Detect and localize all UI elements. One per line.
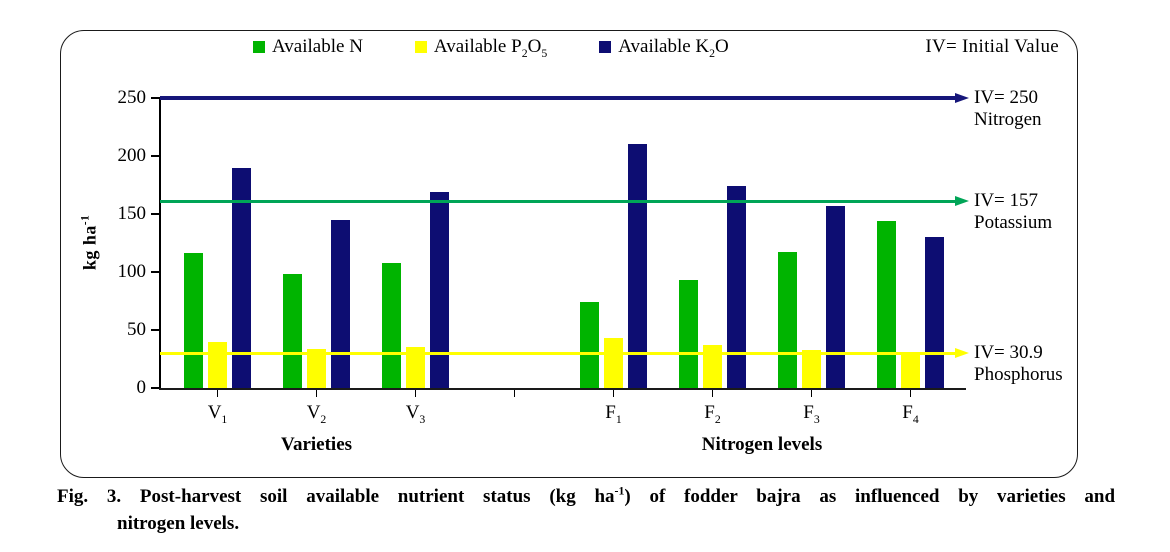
- y-tick-label: 0: [136, 377, 147, 398]
- bar-available-k2o-f2: [727, 186, 746, 388]
- bar-available-p2o5-f4: [901, 352, 920, 388]
- chart-frame: [60, 30, 1078, 478]
- y-tick: [151, 155, 159, 157]
- x-tick: [711, 390, 714, 397]
- x-tick: [612, 390, 615, 397]
- bar-available-p2o5-v3: [406, 347, 425, 388]
- category-label: F1: [605, 402, 622, 426]
- legend-label: Available N: [272, 36, 363, 57]
- category-label: F4: [902, 402, 919, 426]
- ref-line-label-phosphorus: IV= 30.9 Phosphorus: [974, 342, 1063, 386]
- category-label: V2: [306, 402, 327, 426]
- legend-swatch: [599, 41, 612, 53]
- category-label: F3: [803, 402, 820, 426]
- bar-available-n-v2: [283, 274, 302, 388]
- ref-line-arrowhead-potassium: [955, 195, 969, 206]
- caption-fig-number: Fig. 3.: [57, 486, 122, 507]
- group-label-varieties: Varieties: [280, 434, 353, 455]
- y-tick: [151, 271, 159, 273]
- legend-label: Available P2O5: [433, 36, 548, 60]
- ref-line-arrowhead-nitrogen: [955, 92, 969, 103]
- x-tick: [810, 390, 813, 397]
- x-tick: [909, 390, 912, 397]
- bar-available-p2o5-f1: [604, 338, 623, 388]
- y-tick: [151, 387, 159, 389]
- bar-available-p2o5-v1: [208, 341, 227, 388]
- bar-available-p2o5-v2: [307, 348, 326, 388]
- legend-swatch: [414, 41, 427, 53]
- ref-line-phosphorus: [160, 351, 955, 355]
- bar-available-n-f3: [778, 252, 797, 388]
- y-tick-label: 50: [127, 319, 146, 340]
- x-tick: [216, 390, 219, 397]
- caption-line-1: Fig. 3. Post-harvest soil available nutr…: [57, 483, 1115, 510]
- x-tick: [513, 390, 516, 397]
- y-tick-label: 100: [117, 261, 147, 282]
- ref-line-nitrogen: [160, 96, 955, 100]
- category-label: F2: [704, 402, 721, 426]
- category-label: V3: [405, 402, 426, 426]
- caption-text: Post-harvest soil available nutrient sta…: [139, 484, 1116, 507]
- group-label-nitrogen-levels: Nitrogen levels: [701, 434, 823, 455]
- ref-line-potassium: [160, 199, 955, 203]
- y-tick: [151, 329, 159, 331]
- bar-available-n-f2: [679, 280, 698, 388]
- bar-available-n-v3: [382, 262, 401, 388]
- x-tick: [414, 390, 417, 397]
- x-tick: [315, 390, 318, 397]
- bar-available-n-v1: [184, 253, 203, 388]
- bar-available-k2o-v3: [430, 191, 449, 388]
- x-axis: [159, 388, 966, 391]
- bar-available-n-f1: [580, 302, 599, 388]
- bar-available-p2o5-f3: [802, 349, 821, 388]
- y-tick-label: 200: [117, 145, 147, 166]
- legend-item-available-n: Available N: [253, 36, 363, 58]
- legend-item-available-p2o5: Available P2O5: [414, 36, 548, 60]
- caption-line-2: nitrogen levels.: [117, 513, 240, 534]
- y-tick-label: 150: [117, 203, 147, 224]
- y-tick-label: 250: [117, 87, 147, 108]
- legend-swatch: [253, 41, 265, 53]
- bar-available-k2o-f4: [925, 237, 944, 388]
- y-tick: [151, 97, 159, 99]
- legend-label: Available K2O: [618, 36, 729, 60]
- y-axis-title: kg ha-1: [79, 214, 100, 271]
- initial-value-note: IV= Initial Value: [925, 36, 1059, 57]
- bar-available-p2o5-f2: [703, 345, 722, 388]
- legend-item-available-k2o: Available K2O: [599, 36, 729, 60]
- bar-available-k2o-v1: [232, 167, 251, 388]
- bar-available-n-f4: [877, 220, 896, 388]
- bar-available-k2o-v2: [331, 219, 350, 388]
- figure-caption: Fig. 3. Post-harvest soil available nutr…: [57, 483, 1115, 537]
- chart-legend: Available N Available P2O5 Available K2O IV…: [253, 34, 1059, 60]
- ref-line-arrowhead-phosphorus: [955, 347, 969, 358]
- ref-line-label-potassium: IV= 157 Potassium: [974, 190, 1053, 234]
- y-tick: [151, 213, 159, 215]
- bar-available-k2o-f3: [826, 205, 845, 388]
- y-axis: [159, 97, 161, 389]
- category-label: V1: [207, 402, 228, 426]
- bar-available-k2o-f1: [628, 144, 647, 388]
- ref-line-label-nitrogen: IV= 250 Nitrogen: [974, 87, 1042, 130]
